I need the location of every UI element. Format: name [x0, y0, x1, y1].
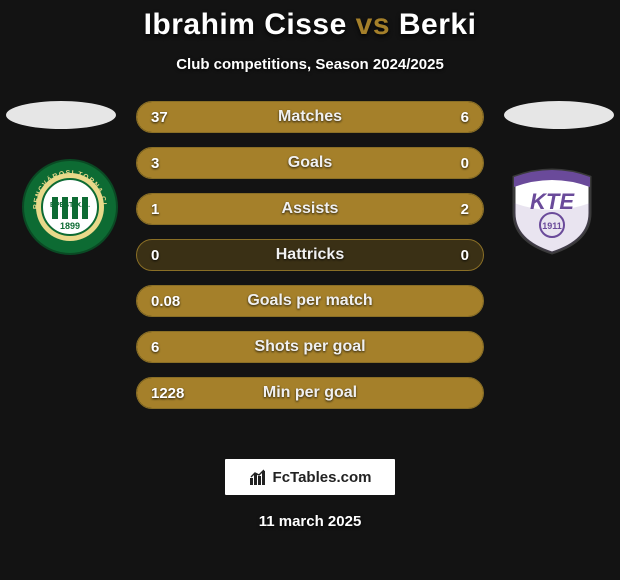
svg-text:1899: 1899 — [60, 221, 80, 231]
comparison-main: FERENCVÁROSI TORNA CLUB BPEST.IX.K. 1899… — [0, 101, 620, 441]
stat-label: Hattricks — [137, 246, 483, 264]
stat-label: Shots per goal — [137, 338, 483, 356]
shadow-oval-left — [6, 101, 116, 129]
stat-value-right: 2 — [461, 201, 469, 218]
stat-row: 0.08Goals per match — [136, 285, 484, 317]
stat-label: Matches — [137, 108, 483, 126]
svg-text:1911: 1911 — [542, 221, 562, 231]
footer: FcTables.com 11 march 2025 — [0, 459, 620, 530]
stat-label: Goals — [137, 154, 483, 172]
date-text: 11 march 2025 — [0, 513, 620, 530]
stat-row: 1Assists2 — [136, 193, 484, 225]
svg-text:KTE: KTE — [530, 189, 575, 214]
brand-text: FcTables.com — [273, 469, 372, 486]
player2-name: Berki — [399, 8, 477, 41]
stat-value-right: 0 — [461, 155, 469, 172]
club-crest-left: FERENCVÁROSI TORNA CLUB BPEST.IX.K. 1899 — [22, 159, 118, 255]
vs-text: vs — [356, 8, 390, 41]
club-crest-right: KTE 1911 — [504, 159, 600, 255]
header: Ibrahim Cisse vs Berki Club competitions… — [0, 0, 620, 73]
stats-list: 37Matches63Goals01Assists20Hattricks00.0… — [136, 101, 484, 409]
stat-label: Goals per match — [137, 292, 483, 310]
ferencvaros-crest-icon: FERENCVÁROSI TORNA CLUB BPEST.IX.K. 1899 — [22, 159, 118, 255]
stat-row: 6Shots per goal — [136, 331, 484, 363]
stat-value-right: 0 — [461, 247, 469, 264]
brand-badge: FcTables.com — [225, 459, 396, 495]
stat-row: 3Goals0 — [136, 147, 484, 179]
stat-row: 1228Min per goal — [136, 377, 484, 409]
shadow-oval-right — [504, 101, 614, 129]
svg-text:BPEST.IX.K.: BPEST.IX.K. — [50, 202, 90, 209]
player1-name: Ibrahim Cisse — [144, 8, 347, 41]
stat-value-right: 6 — [461, 109, 469, 126]
stat-row: 0Hattricks0 — [136, 239, 484, 271]
stat-label: Assists — [137, 200, 483, 218]
stat-row: 37Matches6 — [136, 101, 484, 133]
bars-icon — [249, 468, 267, 486]
stat-label: Min per goal — [137, 384, 483, 402]
kte-crest-icon: KTE 1911 — [504, 159, 600, 255]
subtitle: Club competitions, Season 2024/2025 — [0, 56, 620, 73]
page-title: Ibrahim Cisse vs Berki — [0, 8, 620, 42]
